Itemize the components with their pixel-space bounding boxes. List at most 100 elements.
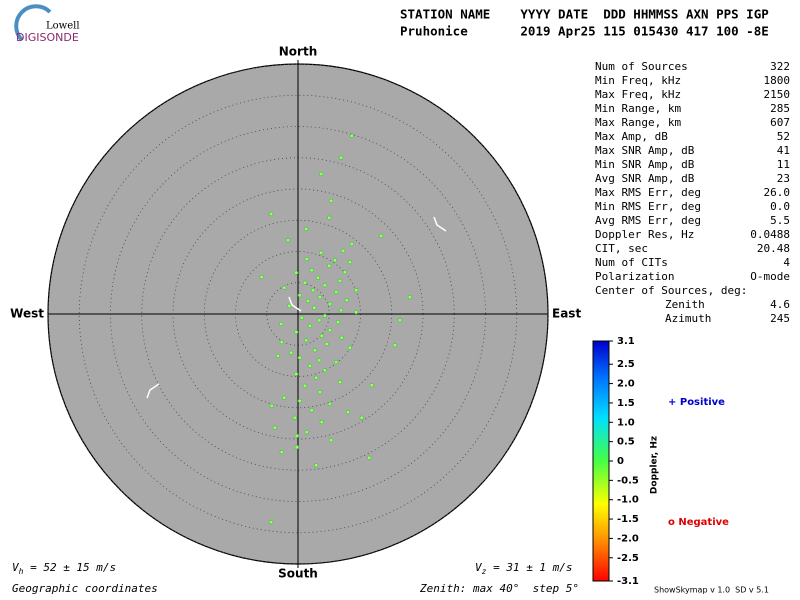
stat-value: 26.0	[764, 186, 791, 199]
source-point	[294, 445, 299, 450]
source-point	[327, 328, 332, 333]
stat-value: 2150	[764, 88, 791, 101]
source-point	[304, 430, 309, 435]
source-point	[272, 425, 277, 430]
source-point	[354, 288, 359, 293]
source-point	[312, 305, 317, 310]
stat-value: 52	[777, 130, 790, 143]
vh-text: = 52 ± 15 m/s	[23, 561, 116, 574]
colorbar-tick-label: -1.5	[617, 514, 639, 525]
stat-value: 607	[770, 116, 790, 129]
source-point	[319, 250, 324, 255]
stat-value: 20.48	[757, 242, 790, 255]
stat-value: 5.5	[770, 214, 790, 227]
source-point	[282, 395, 287, 400]
source-point	[349, 241, 354, 247]
source-point	[342, 270, 347, 275]
vz-subscript: z	[482, 567, 487, 576]
source-point	[269, 520, 274, 525]
source-point	[337, 278, 342, 283]
logo-bottom: DIGISONDE	[16, 31, 79, 44]
source-point	[322, 283, 327, 288]
colorbar	[592, 340, 610, 582]
stat-value: 285	[770, 102, 790, 115]
colorbar-tick-label: 2.5	[617, 359, 635, 370]
source-point	[344, 298, 349, 303]
source-point	[319, 420, 324, 425]
source-point	[337, 380, 342, 385]
colorbar-label: Doppler, Hz	[650, 436, 660, 494]
source-point	[324, 341, 329, 347]
source-point	[345, 410, 351, 415]
source-point	[327, 263, 332, 268]
source-point	[289, 350, 294, 355]
vh-subscript: h	[19, 567, 24, 576]
source-point	[319, 333, 324, 338]
source-point	[354, 310, 359, 315]
source-point	[407, 295, 412, 300]
dir-east: East	[552, 307, 581, 321]
logo: Lowell DIGISONDE	[14, 4, 80, 44]
source-point	[319, 171, 324, 177]
stat-label: Min Range, km	[595, 102, 681, 115]
source-point	[279, 340, 284, 345]
source-point	[334, 360, 339, 365]
source-point	[317, 318, 322, 323]
colorbar-tick-label: -1.0	[617, 495, 639, 506]
stat-value: 322	[770, 60, 790, 73]
stat-value: 0.0488	[750, 228, 790, 241]
colorbar-tick-label: 0	[617, 456, 624, 467]
source-point	[294, 371, 299, 377]
header-values: Pruhonice 2019 Apr25 115 015430 417 100 …	[400, 24, 769, 39]
source-point	[329, 438, 334, 443]
source-point	[347, 345, 352, 350]
source-point	[269, 211, 274, 217]
stat-value: 0.0	[770, 200, 790, 213]
source-point	[294, 330, 299, 335]
vz-symbol: V	[475, 561, 483, 574]
center-title: Center of Sources, deg:	[595, 284, 747, 297]
stat-label: Polarization	[595, 270, 674, 283]
drift-chevron	[288, 296, 302, 312]
source-point	[304, 226, 309, 232]
source-point	[294, 270, 299, 275]
source-point	[294, 433, 299, 438]
source-point	[339, 155, 344, 160]
stat-label: Max SNR Amp, dB	[595, 144, 695, 157]
source-point	[339, 308, 344, 313]
stat-value: 41	[777, 144, 790, 157]
stat-label: Num of CITs	[595, 256, 668, 269]
source-point	[285, 238, 291, 243]
header-labels: STATION NAME YYYY DATE DDD HHMMSS AXN PP…	[400, 7, 769, 22]
source-point	[297, 398, 302, 403]
colorbar-tick-label: 1.5	[617, 398, 635, 409]
colorbar-tick-label: -2.5	[617, 553, 639, 564]
source-point	[335, 320, 341, 325]
stat-label: Avg SNR Amp, dB	[595, 172, 695, 185]
dir-north: North	[279, 45, 317, 59]
version-label: ShowSkymap v 1.0 SD v 5.1	[654, 586, 769, 595]
vz-label: Vz = 31 ± 1 m/s	[475, 561, 573, 576]
stat-label: Min RMS Err, deg	[595, 200, 701, 213]
zenith-label: Zenith: max 40° step 5°	[419, 582, 579, 595]
logo-top: Lowell	[46, 21, 80, 32]
source-point	[327, 401, 332, 407]
vz-text: = 31 ± 1 m/s	[486, 561, 572, 574]
stat-label: Doppler Res, Hz	[595, 228, 694, 241]
center-label: Azimuth	[665, 312, 711, 325]
stat-label: CIT, sec	[595, 242, 648, 255]
source-point	[339, 335, 344, 340]
stat-label: Max Amp, dB	[595, 130, 668, 143]
source-point	[369, 383, 374, 388]
dir-west: West	[10, 307, 44, 321]
colorbar-tick-label: -3.1	[617, 576, 639, 587]
stat-label: Max Freq, kHz	[595, 88, 681, 101]
drift-chevron	[433, 216, 447, 232]
stat-label: Max RMS Err, deg	[595, 186, 701, 199]
stat-value: O-mode	[750, 270, 790, 283]
source-point	[275, 353, 281, 358]
colorbar-tick-label: 0.5	[617, 437, 635, 448]
colorbar-tick-label: 2.0	[617, 379, 635, 390]
source-point	[287, 303, 292, 308]
source-point	[359, 415, 364, 420]
